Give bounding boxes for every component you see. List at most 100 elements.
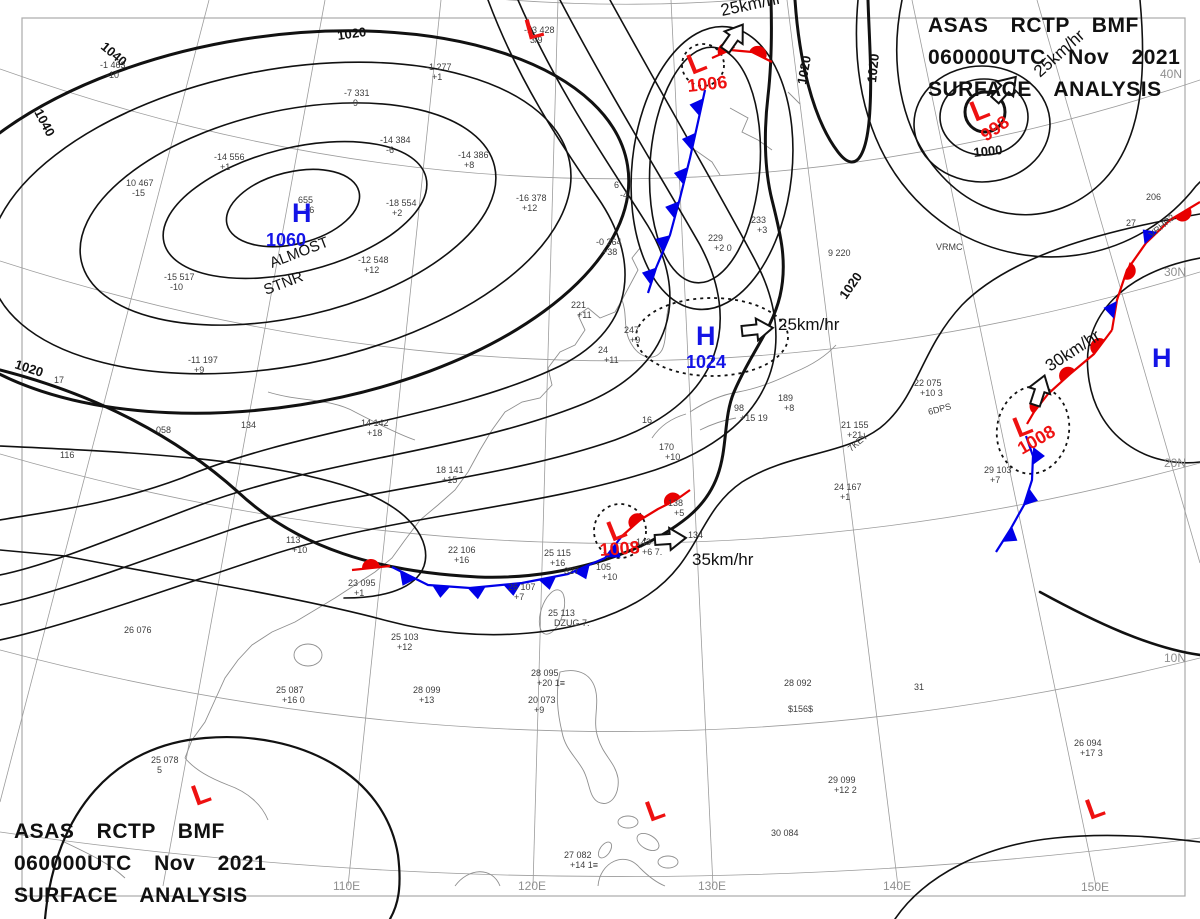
- station-plot: 23 095 +1: [348, 578, 376, 598]
- meridian-130e: [670, 0, 714, 887]
- coast-japan: [651, 344, 837, 439]
- station-plot: 6DPS: [927, 401, 952, 417]
- coast-palawan: [597, 841, 613, 859]
- cold-front-triangle-icon: [1023, 488, 1038, 506]
- station-plot: -16 378 +12: [516, 193, 547, 213]
- pressure-center-symbol: L: [522, 11, 547, 46]
- map-frame: [21, 17, 1186, 897]
- station-plot: 170 +10: [659, 442, 680, 462]
- movement-speed-label: 25km/hr: [719, 0, 783, 20]
- movement-arrow-icon: [719, 23, 744, 55]
- coast-luzon-philippines: [556, 670, 619, 804]
- isobar-ring-1056: [225, 168, 361, 248]
- station-plot: 189 +8: [778, 393, 794, 413]
- station-plot: -1 463 -10: [100, 60, 126, 80]
- title-line-2: 060000UTC Nov 2021: [928, 46, 1181, 69]
- station-plot: 16: [642, 415, 652, 425]
- parallel-10n: [0, 649, 1200, 732]
- station-plot: 29 103 +7: [984, 465, 1012, 485]
- meridian-110e: [347, 0, 442, 887]
- station-plot: 206: [1146, 192, 1161, 202]
- station-plot: 25 078 5: [151, 755, 179, 775]
- cold-front-center: [391, 535, 623, 600]
- station-plot: -12 548 +12: [358, 255, 389, 275]
- title-line-1: ASAS RCTP BMF: [928, 14, 1139, 37]
- meridian-120e: [532, 0, 559, 887]
- cold-front-triangle-icon: [681, 132, 696, 151]
- longitude-label: 120E: [518, 879, 546, 893]
- station-plot: 29 099 +12 2: [828, 775, 857, 795]
- movement-arrow-icon: [653, 526, 688, 552]
- coast-visayas-1: [617, 815, 639, 829]
- isobar-l998-ring2: [939, 78, 1029, 156]
- isobar-label: 1040: [31, 106, 58, 139]
- station-plot: 10 467 -15: [126, 178, 154, 198]
- pressure-center-value: 1008: [599, 537, 640, 560]
- isobar-label: 1020: [336, 24, 367, 43]
- cold-front-triangle-icon: [641, 267, 657, 285]
- station-plot: 25 103 +12: [391, 632, 419, 652]
- isobar-center-1016: [0, 445, 427, 599]
- low-center: L: [641, 792, 669, 828]
- station-plot: 058: [156, 425, 171, 435]
- isobar-ring-1040: [0, 29, 631, 415]
- pressure-center-symbol: L: [641, 792, 669, 828]
- isobar-ring-1048: [79, 102, 497, 326]
- station-plot: 27 082 +14 1≡: [564, 850, 598, 870]
- station-plot: -18 554 +2: [386, 198, 417, 218]
- isobar-wrap-1032: [0, 0, 671, 576]
- isobar-ring-1044: [0, 61, 572, 375]
- station-plot: VRHR2: [1147, 212, 1177, 239]
- coast-taiwan: [538, 589, 566, 635]
- station-plot: 113 +10: [286, 535, 307, 555]
- isobar-l998-ring4: [896, 0, 1144, 216]
- isobar-wrap-1036: [0, 0, 626, 521]
- station-plot: 14 142 +18: [361, 418, 389, 438]
- graticule: [0, 0, 1200, 887]
- coast-hainan: [293, 643, 323, 667]
- station-plot: -11 197 +9: [188, 355, 218, 375]
- warm-front-semicircle-icon: [628, 513, 645, 529]
- station-plot: 26 076: [124, 625, 152, 635]
- isobar-east-high-oval: [1086, 257, 1200, 464]
- isobar-label: 1020: [864, 53, 882, 83]
- coast-indochina: [59, 757, 269, 879]
- station-plot: 24 167 +1: [834, 482, 862, 502]
- front-line: [711, 48, 773, 63]
- station-plot: -14 386 +8: [458, 150, 489, 170]
- low-center: L: [187, 776, 215, 812]
- title-line-2: 060000UTC Nov 2021: [14, 852, 267, 875]
- parallel-40n: [0, 68, 1200, 180]
- front-line: [391, 535, 623, 590]
- cold-front-triangle-icon: [689, 98, 704, 116]
- latitude-label: 20N: [1164, 456, 1186, 470]
- meridian-160e: [1036, 0, 1200, 564]
- isobar-sw-low-oval: [43, 736, 401, 919]
- meridian-90e: [0, 0, 210, 803]
- pressure-center-value: 1024: [686, 352, 726, 372]
- station-plot: -7 331 -9: [344, 88, 370, 108]
- meridian-100e: [162, 0, 326, 887]
- cold-front-triangle-icon: [655, 235, 670, 252]
- cold-front-triangle-icon: [665, 201, 680, 219]
- dashed-ellipse-h1024: [635, 297, 789, 377]
- station-plot: 26 107 +7: [508, 582, 536, 602]
- station-plot: 22 106 +16: [448, 545, 476, 565]
- parallel-30n: [0, 260, 1200, 362]
- parallel-20n: [0, 453, 1200, 544]
- station-plot: 24 +11: [598, 345, 619, 365]
- warm-front-semicircle-icon: [749, 45, 767, 59]
- warm-front-semicircle-icon: [1174, 207, 1192, 222]
- warm-front-semicircle-icon: [362, 559, 380, 569]
- coast-visayas-2: [636, 833, 660, 851]
- station-plot: 25 087 +16 0: [276, 685, 305, 705]
- pressure-center-symbol: H: [1152, 343, 1172, 373]
- isobar-se-curve-1: [1038, 590, 1200, 657]
